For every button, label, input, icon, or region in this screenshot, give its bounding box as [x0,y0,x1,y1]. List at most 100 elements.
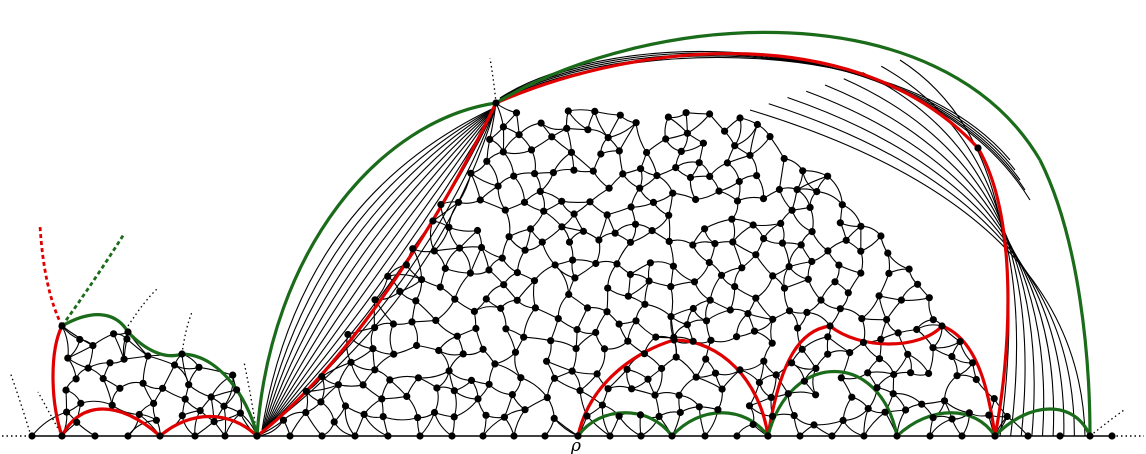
vertex-210 [466,269,474,277]
edge-102 [350,361,375,371]
vertex-167 [706,172,714,180]
vertex-303 [500,281,508,289]
vertex-261 [486,135,494,143]
edge-692 [706,309,731,322]
vertex-271 [538,238,546,246]
vertex-163 [499,123,507,131]
vertex-77 [664,113,673,121]
vertex-205 [767,393,775,401]
vertex-300 [477,243,486,252]
vertex-339 [531,170,539,178]
edge-114 [734,117,742,147]
vertex-347 [409,245,417,253]
vertex-170 [649,198,658,206]
edge-311 [732,224,754,243]
vertex-265 [632,317,640,325]
vertex-195 [482,295,490,303]
vertex-148 [611,229,619,237]
vertex-161 [736,366,744,374]
edge-750 [162,387,186,400]
vertex-320 [990,395,998,403]
edge-262 [694,262,710,283]
vertex-280 [929,414,937,422]
vertex-310 [711,369,720,377]
vertex-139 [593,370,601,378]
edge-101 [802,170,828,177]
vertex-404 [123,335,131,343]
vertex-208 [432,316,440,324]
vertex-128 [510,172,518,180]
edge-490 [616,241,631,265]
vertex-291 [515,131,523,139]
vertex-282 [414,374,422,382]
vertex-237 [875,355,884,363]
vertex-29 [926,432,934,440]
vertex-245 [498,254,506,262]
vertex-275 [520,198,529,206]
green-curve-5 [126,330,183,358]
vertex-111 [812,391,820,399]
vertex-201 [769,315,777,323]
edge-397 [755,275,774,299]
vertex-410 [826,322,834,330]
edge-364 [878,273,890,297]
edge-61 [929,418,953,437]
vertex-162 [667,283,675,291]
vertex-115 [824,333,832,341]
vertex-202 [905,265,913,273]
vertex-171 [467,169,475,177]
vertex-83 [563,124,571,132]
edge-433 [739,360,765,371]
vertex-262 [672,164,680,172]
red-boundary-curves [51,51,1010,438]
vertex-107 [648,227,656,235]
vertex-74 [569,256,577,264]
edge-544 [435,320,458,337]
edge-384 [572,370,598,375]
vertex-51 [549,169,558,177]
vertex-337 [279,416,288,424]
edge-84 [576,307,588,330]
vertex-174 [738,264,746,272]
edge-508 [618,122,637,152]
vertex-185 [760,357,768,365]
edge-94 [434,387,439,413]
edge-577 [453,390,457,418]
vertex-327 [683,129,692,137]
dotted-ray-5 [243,361,258,437]
edge-478 [842,204,862,227]
edge-504 [807,279,822,301]
vertex-348 [568,367,576,375]
vertex-168 [371,324,379,332]
vertex-154 [521,406,529,414]
vertex-145 [788,206,796,214]
vertex-267 [686,173,695,182]
vertex-105 [929,344,937,352]
edge-514 [454,272,471,300]
vertex-213 [570,166,578,174]
edge-255 [470,173,481,201]
edge-650 [383,416,418,421]
vertex-146 [536,187,544,195]
vertex-266 [810,421,818,429]
left-fan-curve-4 [264,108,495,429]
vertex-311 [788,359,796,367]
edge-609 [520,377,548,398]
vertex-41 [453,332,461,340]
edge-436 [670,286,674,317]
vertex-42 [753,172,761,180]
vertex-386 [236,409,244,417]
vertex-11 [351,432,359,440]
left-fan-curve-2 [262,107,495,430]
vertex-284 [583,412,591,420]
vertex-220 [766,133,774,141]
vertex-152 [597,150,605,158]
vertex-53 [636,411,645,419]
vertex-243 [706,110,714,118]
vertex-251 [359,381,367,389]
vertex-38 [780,284,789,292]
vertex-270 [414,414,422,422]
vertex-367 [749,420,757,429]
edge-652 [542,226,563,243]
vertex-221 [531,304,540,312]
